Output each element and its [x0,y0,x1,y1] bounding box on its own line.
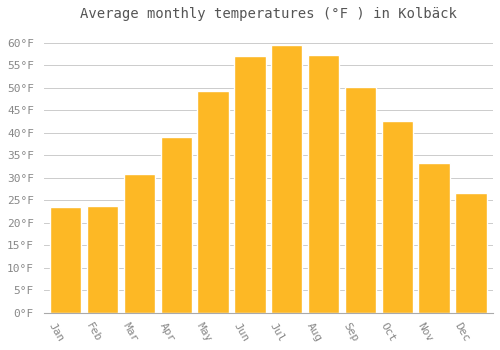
Bar [50,207,82,313]
Bar [234,56,266,313]
Bar [382,121,413,313]
Bar [345,87,376,313]
Title: Average monthly temperatures (°F ) in Kolbäck: Average monthly temperatures (°F ) in Ko… [80,7,457,21]
Bar [271,45,302,313]
Bar [124,174,155,313]
Bar [87,206,118,313]
Bar [418,163,450,313]
Bar [198,91,229,313]
Bar [308,55,340,313]
Bar [160,137,192,313]
Bar [456,194,486,313]
